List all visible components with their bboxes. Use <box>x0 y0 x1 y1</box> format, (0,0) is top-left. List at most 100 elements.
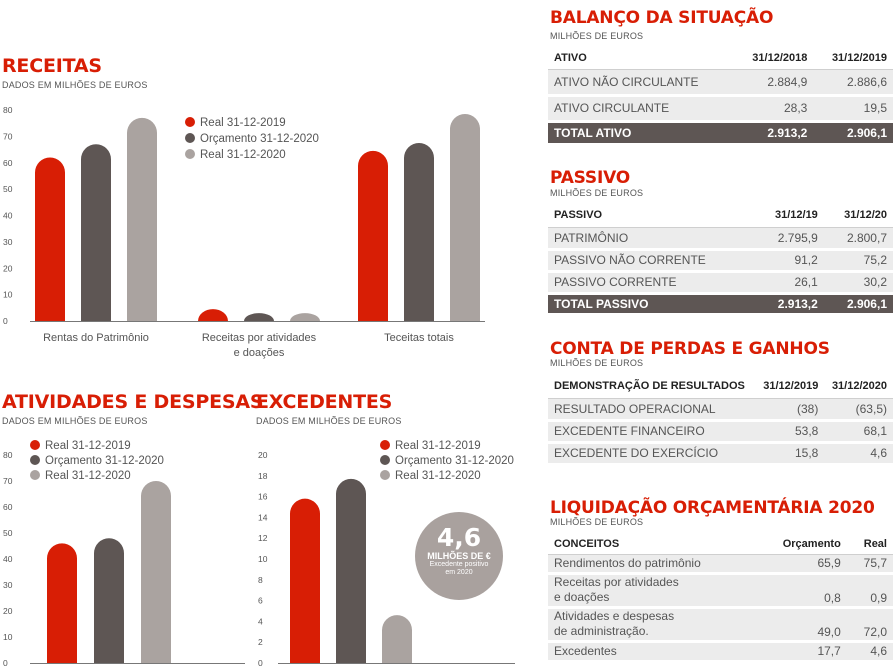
balanco-title: BALANÇO DA SITUAÇÃO <box>550 8 774 28</box>
excedentes-chart: 0 2 4 6 8 10 12 14 16 18 20 Real 31-12-2019 Orçament… <box>258 440 515 667</box>
row-label: ATIVO NÃO CIRCULANTE <box>548 69 734 97</box>
y-tick-label: 10 <box>3 290 13 300</box>
y-tick-label: 30 <box>3 237 13 247</box>
legend-marker <box>380 440 390 450</box>
row-value: 26,1 <box>754 271 824 295</box>
passivo-table: PASSIVO 31/12/19 31/12/20 PATRIMÔNIO 2.7… <box>548 203 893 313</box>
y-tick-label: 80 <box>3 105 13 115</box>
table-row: Rendimentos do patrimônio 65,9 75,7 <box>548 554 893 575</box>
legend-label: Real 31-12-2020 <box>45 470 131 482</box>
table-row: Excedentes 17,7 4,6 <box>548 641 893 663</box>
y-tick-label: 10 <box>3 632 13 642</box>
bar <box>404 142 434 321</box>
y-tick-label: 50 <box>3 528 13 538</box>
balanco-header-2019: 31/12/2019 <box>813 47 893 70</box>
y-tick-label: 30 <box>3 580 13 590</box>
table-row: Atividades e despesas de administração. 4… <box>548 607 893 643</box>
receitas-title: RECEITAS <box>2 55 102 77</box>
row-value: (63,5) <box>824 398 893 422</box>
y-tick-label: 4 <box>258 616 263 626</box>
row-value: 2.800,7 <box>823 227 893 251</box>
row-value: 75,7 <box>846 554 893 575</box>
bar <box>81 144 111 321</box>
bar <box>290 313 320 321</box>
row-label: Receitas por atividades e doações <box>548 573 756 609</box>
y-tick-label: 18 <box>258 471 268 481</box>
table-row: RESULTADO OPERACIONAL (38) (63,5) <box>548 398 893 422</box>
perdas-header-2019: 31/12/2019 <box>755 374 825 399</box>
y-tick-label: 0 <box>258 658 263 667</box>
y-tick-label: 12 <box>258 533 268 543</box>
legend-label: Orçamento 31-12-2020 <box>395 455 514 467</box>
excedentes-subtitle: DADOS EM MILHÕES DE EUROS <box>256 416 402 426</box>
total-row: TOTAL PASSIVO 2.913,2 2.906,1 <box>548 293 893 313</box>
row-value: 2.886,6 <box>813 69 893 97</box>
bar <box>94 538 125 663</box>
row-label: PASSIVO NÃO CORRENTE <box>548 249 755 273</box>
y-tick-label: 40 <box>3 554 13 564</box>
row-value: 0,9 <box>846 573 893 609</box>
y-tick-label: 10 <box>258 554 268 564</box>
row-value: (38) <box>755 398 825 422</box>
liquidacao-table: CONCEITOS Orçamento Real Rendimentos do … <box>548 534 893 663</box>
perdas-subtitle: MILHÕES DE EUROS <box>550 358 644 368</box>
total-value: 2.913,2 <box>733 121 814 143</box>
passivo-subtitle: MILHÕES DE EUROS <box>550 188 644 198</box>
legend-marker <box>185 149 195 159</box>
table-row: ATIVO CIRCULANTE 28,3 19,5 <box>548 95 893 123</box>
balanco-subtitle: MILHÕES DE EUROS <box>550 31 644 41</box>
legend-label: Real 31-12-2020 <box>395 470 481 482</box>
row-value: 68,1 <box>824 420 893 444</box>
y-tick-label: 8 <box>258 575 263 585</box>
y-tick-label: 80 <box>3 450 13 460</box>
row-value: 4,6 <box>846 641 893 663</box>
y-tick-label: 0 <box>3 658 8 667</box>
table-row: EXCEDENTE DO EXERCÍCIO 15,8 4,6 <box>548 442 893 466</box>
table-row: PASSIVO NÃO CORRENTE 91,2 75,2 <box>548 249 893 273</box>
legend-label: Real 31-12-2019 <box>45 440 131 452</box>
receitas-chart: 0 10 20 30 40 50 60 70 80 Rentas do Patrimônio Rec… <box>3 105 485 359</box>
y-tick-label: 20 <box>258 450 268 460</box>
row-label: EXCEDENTE DO EXERCÍCIO <box>548 442 756 466</box>
bar <box>141 481 171 663</box>
row-value: 53,8 <box>755 420 825 444</box>
y-tick-label: 60 <box>3 502 13 512</box>
perdas-table: DEMONSTRAÇÃO DE RESULTADOS 31/12/2019 31… <box>548 374 893 466</box>
y-tick-label: 20 <box>3 606 13 616</box>
row-value: 75,2 <box>823 249 893 273</box>
row-label-line: Excedentes <box>554 644 617 658</box>
x-tick-label: Teceitas totais <box>384 332 454 344</box>
y-tick-label: 70 <box>3 131 13 141</box>
legend-label: Orçamento 31-12-2020 <box>200 133 319 145</box>
bar <box>290 498 320 663</box>
legend-marker <box>185 117 195 127</box>
total-label: TOTAL ATIVO <box>548 121 734 143</box>
liquidacao-subtitle: MILHÕES DE EUROS <box>550 517 644 527</box>
bar <box>127 117 157 321</box>
bar <box>35 157 65 321</box>
atividades-chart: 0 10 20 30 40 50 60 70 80 Real 31-12-2019 Orçament… <box>3 440 245 667</box>
legend-marker <box>185 133 195 143</box>
perdas-header-label: DEMONSTRAÇÃO DE RESULTADOS <box>548 374 756 399</box>
bubble-value: 4,6 <box>436 523 482 552</box>
atividades-subtitle: DADOS EM MILHÕES DE EUROS <box>2 416 148 426</box>
bar <box>47 543 77 663</box>
total-label: TOTAL PASSIVO <box>548 293 755 313</box>
bubble-unit: MILHÕES DE € <box>427 551 491 561</box>
x-tick-label: Rentas do Patrimônio <box>43 332 149 344</box>
perdas-title: CONTA DE PERDAS E GANHOS <box>550 339 830 359</box>
bar <box>336 478 366 663</box>
table-row: PASSIVO CORRENTE 26,1 30,2 <box>548 271 893 295</box>
passivo-title: PASSIVO <box>550 168 631 188</box>
row-value: 65,9 <box>755 554 847 575</box>
row-label: Atividades e despesas de administração. <box>548 607 756 643</box>
total-value: 2.906,1 <box>823 293 893 313</box>
bar <box>450 113 480 322</box>
legend-label: Real 31-12-2019 <box>200 117 286 129</box>
row-value: 28,3 <box>733 95 814 123</box>
liquidacao-header-real: Real <box>846 534 893 555</box>
y-tick-label: 16 <box>258 492 268 502</box>
liquidacao-header-label: CONCEITOS <box>548 534 756 555</box>
row-label-line: Rendimentos do patrimônio <box>554 556 701 570</box>
row-label-line: Atividades e despesas <box>554 609 675 623</box>
